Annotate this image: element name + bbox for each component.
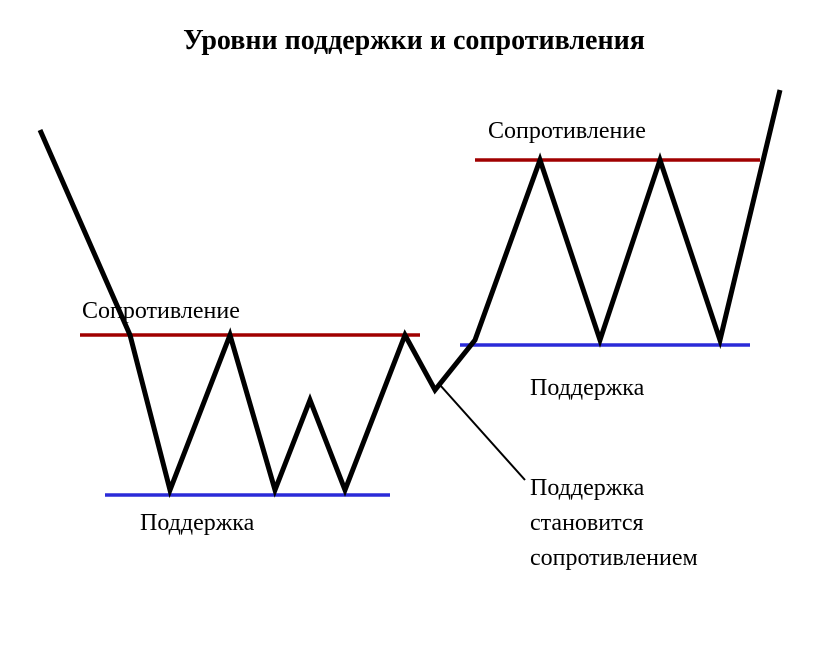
chart-title: Уровни поддержки и сопротивления: [0, 25, 828, 57]
label-note-2: становится: [530, 510, 644, 537]
chart-svg: [0, 0, 828, 660]
label-note-3: сопротивлением: [530, 545, 698, 572]
price-polyline: [40, 90, 780, 490]
callout-line: [440, 385, 525, 480]
label-resistance-lower: Сопротивление: [82, 298, 240, 325]
label-resistance-upper: Сопротивление: [488, 118, 646, 145]
label-note-1: Поддержка: [530, 475, 644, 502]
label-support-upper: Поддержка: [530, 375, 644, 402]
label-support-lower: Поддержка: [140, 510, 254, 537]
diagram-canvas: Уровни поддержки и сопротивления Сопроти…: [0, 0, 828, 660]
